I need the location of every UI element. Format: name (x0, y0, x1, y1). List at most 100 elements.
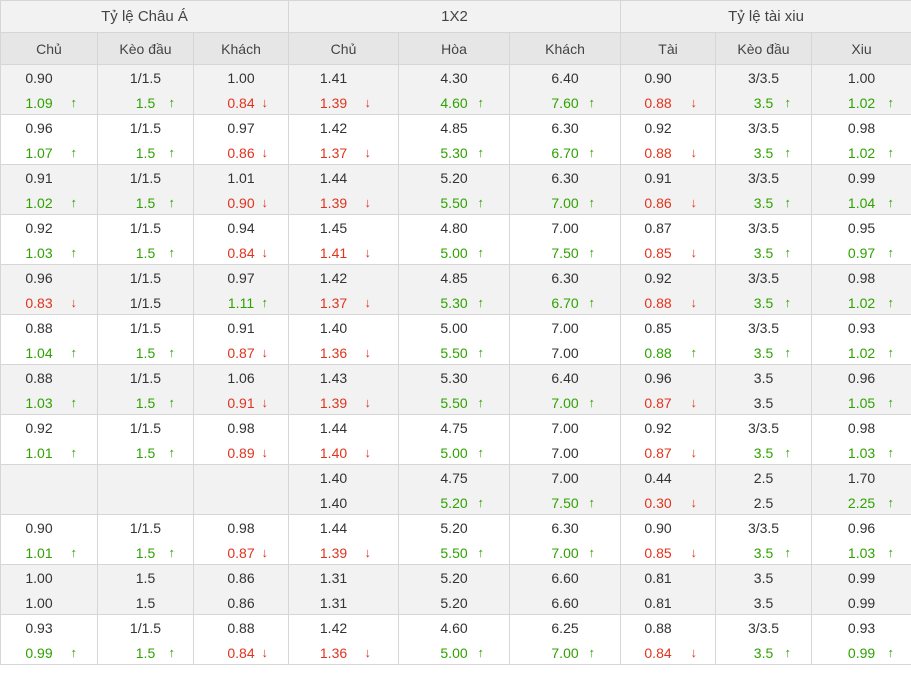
opening-odds: 1.44 (319, 420, 348, 436)
arrow-up-icon: ↑ (784, 645, 792, 660)
opening-odds: 3.5 (753, 570, 774, 586)
cell-asian-handicap: 1/1.5 1.5 ↑ (97, 314, 194, 365)
arrow-up-icon: ↑ (477, 545, 485, 560)
cell-1x2-home: 1.42 1.37 ↓ (288, 114, 400, 165)
current-odds: 3.5 ↑ (716, 645, 811, 661)
current-odds-value: 1.04 (847, 195, 876, 211)
current-odds: 1/1.5 (98, 295, 193, 311)
current-odds-value: 1.05 (847, 395, 876, 411)
current-odds-value: 1.5 (135, 245, 156, 261)
current-odds-value: 7.50 (551, 495, 579, 511)
cell-1x2-draw: 5.20 5.50 ↑ (398, 164, 511, 215)
opening-odds: 1.42 (319, 270, 348, 286)
arrow-up-icon: ↑ (168, 545, 176, 560)
cell-asian-handicap: 1/1.5 1.5 ↑ (97, 64, 194, 115)
current-odds-value: 0.87 (227, 545, 255, 561)
current-odds-value: 1.00 (25, 595, 53, 611)
col-header-1x2-away: Khách (509, 32, 622, 65)
current-odds: 1.39 ↓ (289, 395, 398, 411)
opening-odds: 1/1.5 (129, 270, 162, 286)
current-odds: 1.07 ↑ (1, 145, 97, 161)
current-odds-value: 3.5 (753, 545, 774, 561)
opening-odds: 3/3.5 (747, 220, 780, 236)
current-odds-value: 0.84 (227, 95, 255, 111)
arrow-up-icon: ↑ (261, 295, 269, 310)
current-odds: 0.81 (621, 595, 715, 611)
opening-odds: 3/3.5 (747, 320, 780, 336)
cell-over: 0.92 0.87 ↓ (620, 414, 717, 465)
cell-1x2-home: 1.43 1.39 ↓ (288, 364, 400, 415)
odds-row: 0.96 1.07 ↑ 1/1.5 1.5 ↑ 0.97 0.86 ↓ 1.42 1.37 ↓ 4.85… (0, 114, 911, 165)
current-odds: 3.5 (716, 595, 811, 611)
current-odds: 1.04 ↑ (1, 345, 97, 361)
cell-asian-home: 0.92 1.03 ↑ (0, 214, 98, 265)
arrow-up-icon: ↑ (70, 145, 78, 160)
cell-asian-away: 0.98 0.87 ↓ (192, 514, 290, 565)
current-odds: 1.02 ↑ (812, 345, 911, 361)
arrow-down-icon: ↓ (690, 395, 698, 410)
current-odds: 1.05 ↑ (812, 395, 911, 411)
current-odds-value: 1.5 (135, 95, 156, 111)
current-odds: 1.39 ↓ (289, 95, 398, 111)
arrow-down-icon: ↓ (690, 495, 698, 510)
arrow-up-icon: ↑ (588, 95, 596, 110)
arrow-up-icon: ↑ (887, 445, 895, 460)
arrow-up-icon: ↑ (784, 195, 792, 210)
current-odds: 6.70 ↑ (510, 295, 620, 311)
opening-odds: 6.40 (551, 370, 579, 386)
opening-odds: 1.40 (319, 320, 348, 336)
opening-odds: 4.75 (440, 420, 468, 436)
arrow-down-icon: ↓ (364, 645, 372, 660)
current-odds: 0.30 ↓ (621, 495, 715, 511)
arrow-up-icon: ↑ (887, 245, 895, 260)
opening-odds: 0.96 (25, 270, 53, 286)
current-odds-value: 5.50 (440, 345, 468, 361)
current-odds-value: 0.85 (644, 245, 672, 261)
opening-odds: 4.60 (440, 620, 468, 636)
current-odds-value: 1.02 (847, 95, 876, 111)
opening-odds: 0.88 (25, 370, 53, 386)
opening-odds: 0.85 (644, 320, 672, 336)
current-odds-value: 3.5 (753, 645, 774, 661)
opening-odds: 0.93 (847, 320, 876, 336)
group-header-1x2: 1X2 (288, 0, 622, 33)
opening-odds: 1.43 (319, 370, 348, 386)
opening-odds: 1.00 (847, 70, 876, 86)
cell-1x2-draw: 5.20 5.20 (398, 564, 511, 615)
current-odds-value: 0.99 (25, 645, 53, 661)
opening-odds: 1.40 (319, 470, 348, 486)
current-odds-value: 0.91 (227, 395, 255, 411)
opening-odds: 1.31 (319, 570, 348, 586)
cell-over: 0.92 0.88 ↓ (620, 264, 717, 315)
current-odds-value: 5.20 (440, 495, 468, 511)
arrow-down-icon: ↓ (364, 195, 372, 210)
current-odds-value: 1.5 (135, 545, 156, 561)
opening-odds: 4.75 (440, 470, 468, 486)
current-odds-value: 1.39 (319, 95, 348, 111)
arrow-up-icon: ↑ (70, 545, 78, 560)
opening-odds: 0.88 (644, 620, 672, 636)
odds-row: 0.91 1.02 ↑ 1/1.5 1.5 ↑ 1.01 0.90 ↓ 1.44 1.39 ↓ 5.20… (0, 164, 911, 215)
current-odds: 1.5 ↑ (98, 195, 193, 211)
opening-odds: 0.96 (847, 370, 876, 386)
cell-asian-handicap: 1/1.5 1.5 ↑ (97, 514, 194, 565)
arrow-up-icon: ↑ (70, 95, 78, 110)
arrow-up-icon: ↑ (887, 295, 895, 310)
cell-asian-away: 0.91 0.87 ↓ (192, 314, 290, 365)
current-odds-value: 5.00 (440, 445, 468, 461)
opening-odds: 1.70 (847, 470, 876, 486)
cell-under: 0.96 1.05 ↑ (811, 364, 911, 415)
cell-1x2-away: 6.30 6.70 ↑ (509, 114, 622, 165)
current-odds: 5.50 ↑ (399, 195, 509, 211)
cell-asian-handicap: 1/1.5 1/1.5 (97, 264, 194, 315)
current-odds: 0.88 ↓ (621, 95, 715, 111)
cell-asian-away: 0.97 0.86 ↓ (192, 114, 290, 165)
opening-odds: 0.81 (644, 570, 672, 586)
cell-over: 0.85 0.88 ↑ (620, 314, 717, 365)
opening-odds: 6.30 (551, 170, 579, 186)
current-odds-value: 5.30 (440, 145, 468, 161)
opening-odds: 0.91 (25, 170, 53, 186)
opening-odds: 1.45 (319, 220, 348, 236)
cell-1x2-away: 6.60 6.60 (509, 564, 622, 615)
current-odds-value: 1.40 (319, 445, 348, 461)
